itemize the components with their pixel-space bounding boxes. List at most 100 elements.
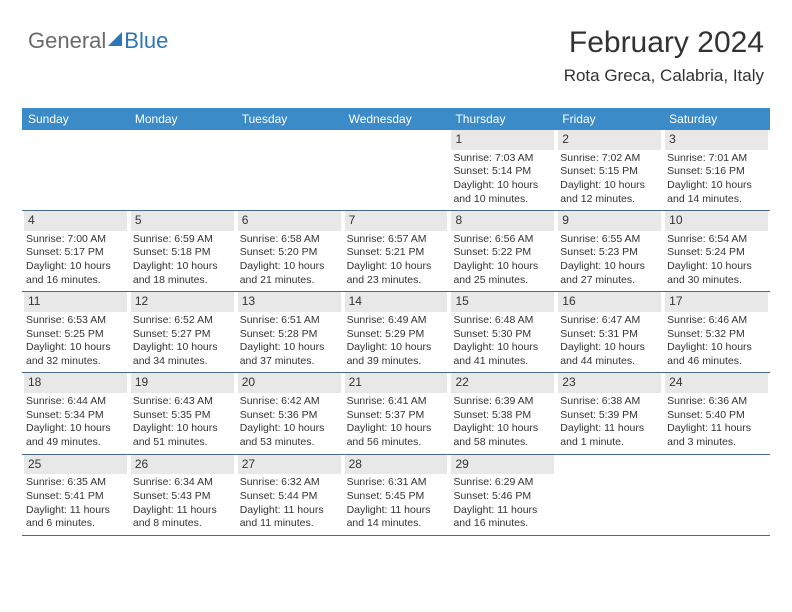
day-cell: 9Sunrise: 6:55 AMSunset: 5:23 PMDaylight…: [556, 211, 663, 291]
day-number: 20: [238, 373, 341, 393]
day-cell: 23Sunrise: 6:38 AMSunset: 5:39 PMDayligh…: [556, 373, 663, 453]
weeks-container: 1 Sunrise: 7:03 AMSunset: 5:14 PM Daylight…: [22, 130, 770, 536]
day-cell: 21Sunrise: 6:41 AMSunset: 5:37 PMDayligh…: [343, 373, 450, 453]
sunrise-text: Sunrise: 7:03 AM: [451, 152, 554, 166]
day-cell: 12Sunrise: 6:52 AMSunset: 5:27 PMDayligh…: [129, 292, 236, 372]
sunset-text: Sunset: 5:38 PM: [451, 409, 554, 423]
day-cell: 7Sunrise: 6:57 AMSunset: 5:21 PMDaylight…: [343, 211, 450, 291]
daylight1-text: Daylight: 10 hours: [24, 341, 127, 355]
day-number: 23: [558, 373, 661, 393]
day-cell: 19Sunrise: 6:43 AMSunset: 5:35 PMDayligh…: [129, 373, 236, 453]
sunset-text: Sunset: 5:40 PM: [665, 409, 768, 423]
daylight1-text: Daylight: 10 hours: [665, 179, 768, 193]
sunset-text: Sunset: 5:14 PM: [451, 165, 554, 179]
daylight2-text: and 58 minutes.: [451, 436, 554, 450]
day-cell: 2Sunrise: 7:02 AMSunset: 5:15 PMDaylight…: [556, 130, 663, 210]
location-subtitle: Rota Greca, Calabria, Italy: [564, 66, 764, 86]
day-cell: 20Sunrise: 6:42 AMSunset: 5:36 PMDayligh…: [236, 373, 343, 453]
sunrise-text: Sunrise: 6:48 AM: [451, 314, 554, 328]
day-number: 3: [665, 130, 768, 150]
sunrise-text: Sunrise: 6:34 AM: [131, 476, 234, 490]
sunset-text: Sunset: 5:31 PM: [558, 328, 661, 342]
daylight2-text: and 16 minutes.: [24, 274, 127, 288]
daylight1-text: Daylight: 10 hours: [131, 422, 234, 436]
daylight1-text: Daylight: 11 hours: [131, 504, 234, 518]
daylight2-text: and 51 minutes.: [131, 436, 234, 450]
daylight2-text: and 21 minutes.: [238, 274, 341, 288]
daylight2-text: and 53 minutes.: [238, 436, 341, 450]
sunrise-text: Sunrise: 7:02 AM: [558, 152, 661, 166]
day-number: 24: [665, 373, 768, 393]
sunset-text: Sunset: 5:41 PM: [24, 490, 127, 504]
day-number: 5: [131, 211, 234, 231]
sunset-text: Sunset: 5:17 PM: [24, 246, 127, 260]
sunset-text: Sunset: 5:44 PM: [238, 490, 341, 504]
daylight2-text: and 14 minutes.: [665, 193, 768, 207]
day-cell: [22, 130, 129, 210]
day-cell: 27Sunrise: 6:32 AMSunset: 5:44 PMDayligh…: [236, 455, 343, 535]
daylight1-text: Daylight: 10 hours: [665, 260, 768, 274]
sunset-text: Sunset: 5:24 PM: [665, 246, 768, 260]
week-row: 11Sunrise: 6:53 AMSunset: 5:25 PMDayligh…: [22, 292, 770, 373]
day-cell: 6Sunrise: 6:58 AMSunset: 5:20 PMDaylight…: [236, 211, 343, 291]
daylight2-text: and 56 minutes.: [345, 436, 448, 450]
sunset-text: Sunset: 5:23 PM: [558, 246, 661, 260]
daylight1-text: Daylight: 11 hours: [238, 504, 341, 518]
week-row: 4Sunrise: 7:00 AMSunset: 5:17 PMDaylight…: [22, 211, 770, 292]
daylight2-text: and 11 minutes.: [238, 517, 341, 531]
daylight1-text: Daylight: 10 hours: [451, 260, 554, 274]
daylight2-text: and 49 minutes.: [24, 436, 127, 450]
day-number: 21: [345, 373, 448, 393]
daylight2-text: and 41 minutes.: [451, 355, 554, 369]
daylight2-text: and 46 minutes.: [665, 355, 768, 369]
day-number: 25: [24, 455, 127, 475]
daylight2-text: and 10 minutes.: [451, 193, 554, 207]
week-row: 18Sunrise: 6:44 AMSunset: 5:34 PMDayligh…: [22, 373, 770, 454]
sunset-text: Sunset: 5:36 PM: [238, 409, 341, 423]
day-number: 1: [451, 130, 554, 150]
logo-triangle-icon: [108, 32, 122, 46]
day-cell: 5Sunrise: 6:59 AMSunset: 5:18 PMDaylight…: [129, 211, 236, 291]
day-cell: 28Sunrise: 6:31 AMSunset: 5:45 PMDayligh…: [343, 455, 450, 535]
daylight2-text: and 3 minutes.: [665, 436, 768, 450]
daylight1-text: Daylight: 10 hours: [131, 341, 234, 355]
sunrise-text: Sunrise: 7:00 AM: [24, 233, 127, 247]
sunset-text: Sunset: 5:37 PM: [345, 409, 448, 423]
daylight1-text: Daylight: 10 hours: [24, 260, 127, 274]
day-cell: 24Sunrise: 6:36 AMSunset: 5:40 PMDayligh…: [663, 373, 770, 453]
daylight1-text: Daylight: 11 hours: [558, 422, 661, 436]
weekday-header: Monday: [129, 108, 236, 130]
sunset-text: Sunset: 5:29 PM: [345, 328, 448, 342]
day-number: 11: [24, 292, 127, 312]
day-number: 12: [131, 292, 234, 312]
daylight1-text: Daylight: 10 hours: [558, 341, 661, 355]
day-cell: [129, 130, 236, 210]
day-cell: 14Sunrise: 6:49 AMSunset: 5:29 PMDayligh…: [343, 292, 450, 372]
daylight1-text: Daylight: 11 hours: [345, 504, 448, 518]
sunset-text: Sunset: 5:35 PM: [131, 409, 234, 423]
daylight2-text: and 14 minutes.: [345, 517, 448, 531]
daylight2-text: and 34 minutes.: [131, 355, 234, 369]
week-row: 25Sunrise: 6:35 AMSunset: 5:41 PM Dayligh…: [22, 455, 770, 536]
day-number: 13: [238, 292, 341, 312]
sunrise-text: Sunrise: 6:35 AM: [24, 476, 127, 490]
weekday-header: Thursday: [449, 108, 556, 130]
daylight2-text: and 25 minutes.: [451, 274, 554, 288]
weekday-header: Sunday: [22, 108, 129, 130]
daylight1-text: Daylight: 10 hours: [24, 422, 127, 436]
day-number: 27: [238, 455, 341, 475]
sunrise-text: Sunrise: 6:52 AM: [131, 314, 234, 328]
sunrise-text: Sunrise: 6:32 AM: [238, 476, 341, 490]
logo-text-2: Blue: [124, 28, 168, 54]
day-cell: [556, 455, 663, 535]
sunrise-text: Sunrise: 6:47 AM: [558, 314, 661, 328]
day-cell: 1Sunrise: 7:03 AMSunset: 5:14 PMDaylight…: [449, 130, 556, 210]
day-cell: 18Sunrise: 6:44 AMSunset: 5:34 PMDayligh…: [22, 373, 129, 453]
sunrise-text: Sunrise: 6:56 AM: [451, 233, 554, 247]
sunrise-text: Sunrise: 6:54 AM: [665, 233, 768, 247]
day-cell: [236, 130, 343, 210]
daylight1-text: Daylight: 10 hours: [238, 341, 341, 355]
sunset-text: Sunset: 5:45 PM: [345, 490, 448, 504]
day-number: 18: [24, 373, 127, 393]
day-number: 9: [558, 211, 661, 231]
